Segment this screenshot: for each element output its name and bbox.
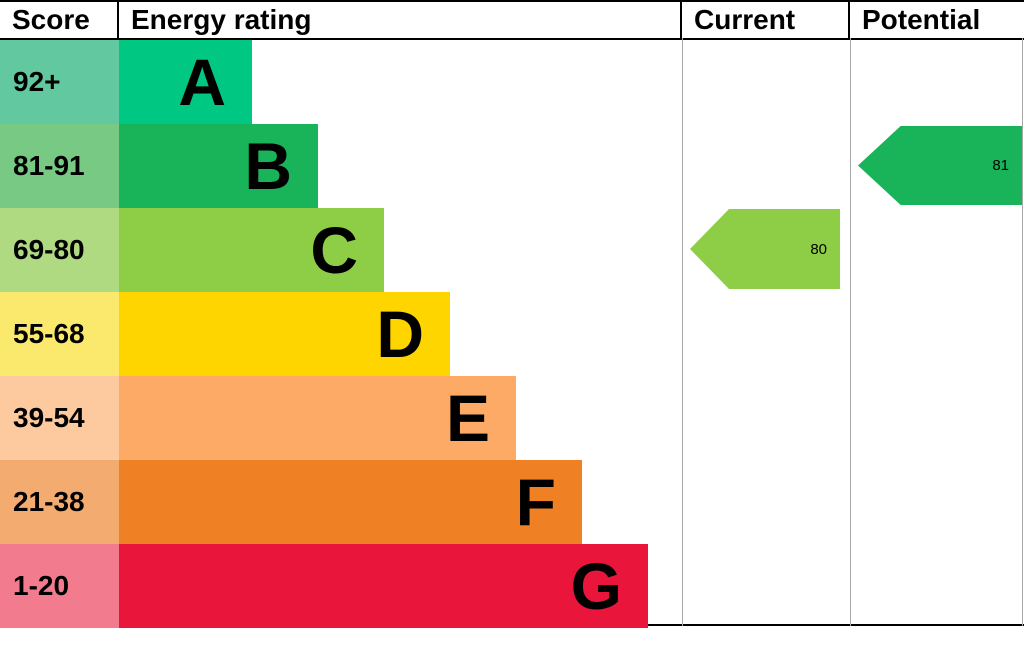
current-column-divider (682, 38, 683, 626)
band-row-f: 21-38 F (0, 460, 1024, 544)
header-score: Score (0, 2, 119, 38)
band-row-g: 1-20 G (0, 544, 1024, 628)
band-letter-c: C (310, 213, 358, 287)
band-row-b: 81-91 B (0, 124, 1024, 208)
chart-frame: Score Energy rating Current Potential 92… (0, 0, 1024, 628)
rating-bar-e: E (119, 376, 516, 460)
score-cell-g: 1-20 (0, 544, 119, 628)
band-letter-e: E (445, 381, 490, 455)
score-cell-e: 39-54 (0, 376, 119, 460)
header-energy-rating: Energy rating (119, 2, 682, 38)
header-current: Current (682, 2, 850, 38)
current-rating-value: 80 (810, 240, 827, 258)
band-letter-a: A (178, 45, 226, 119)
band-letter-d: D (376, 297, 424, 371)
potential-rating-value: 81 (992, 157, 1009, 174)
score-cell-a: 92+ (0, 40, 119, 124)
rating-bar-b: B (119, 124, 318, 208)
score-cell-c: 69-80 (0, 208, 119, 292)
band-row-a: 92+ A (0, 40, 1024, 124)
band-row-e: 39-54 E (0, 376, 1024, 460)
band-letter-b: B (244, 129, 292, 203)
rating-bar-d: D (119, 292, 450, 376)
right-border-line (1022, 38, 1023, 626)
rating-bar-g: G (119, 544, 648, 628)
table-header: Score Energy rating Current Potential (0, 2, 1024, 40)
score-cell-d: 55-68 (0, 292, 119, 376)
header-potential: Potential (862, 4, 981, 35)
band-row-d: 55-68 D (0, 292, 1024, 376)
potential-column-divider (850, 38, 851, 626)
score-cell-b: 81-91 (0, 124, 119, 208)
score-cell-f: 21-38 (0, 460, 119, 544)
rating-bar-f: F (119, 460, 582, 544)
rating-bar-c: C (119, 208, 384, 292)
band-letter-g: G (570, 549, 622, 623)
band-rows: 92+ A 81-91 B 69-80 C 55-68 (0, 40, 1024, 628)
rating-bar-a: A (119, 40, 252, 124)
band-row-c: 69-80 C (0, 208, 1024, 292)
band-letter-f: F (515, 465, 556, 539)
